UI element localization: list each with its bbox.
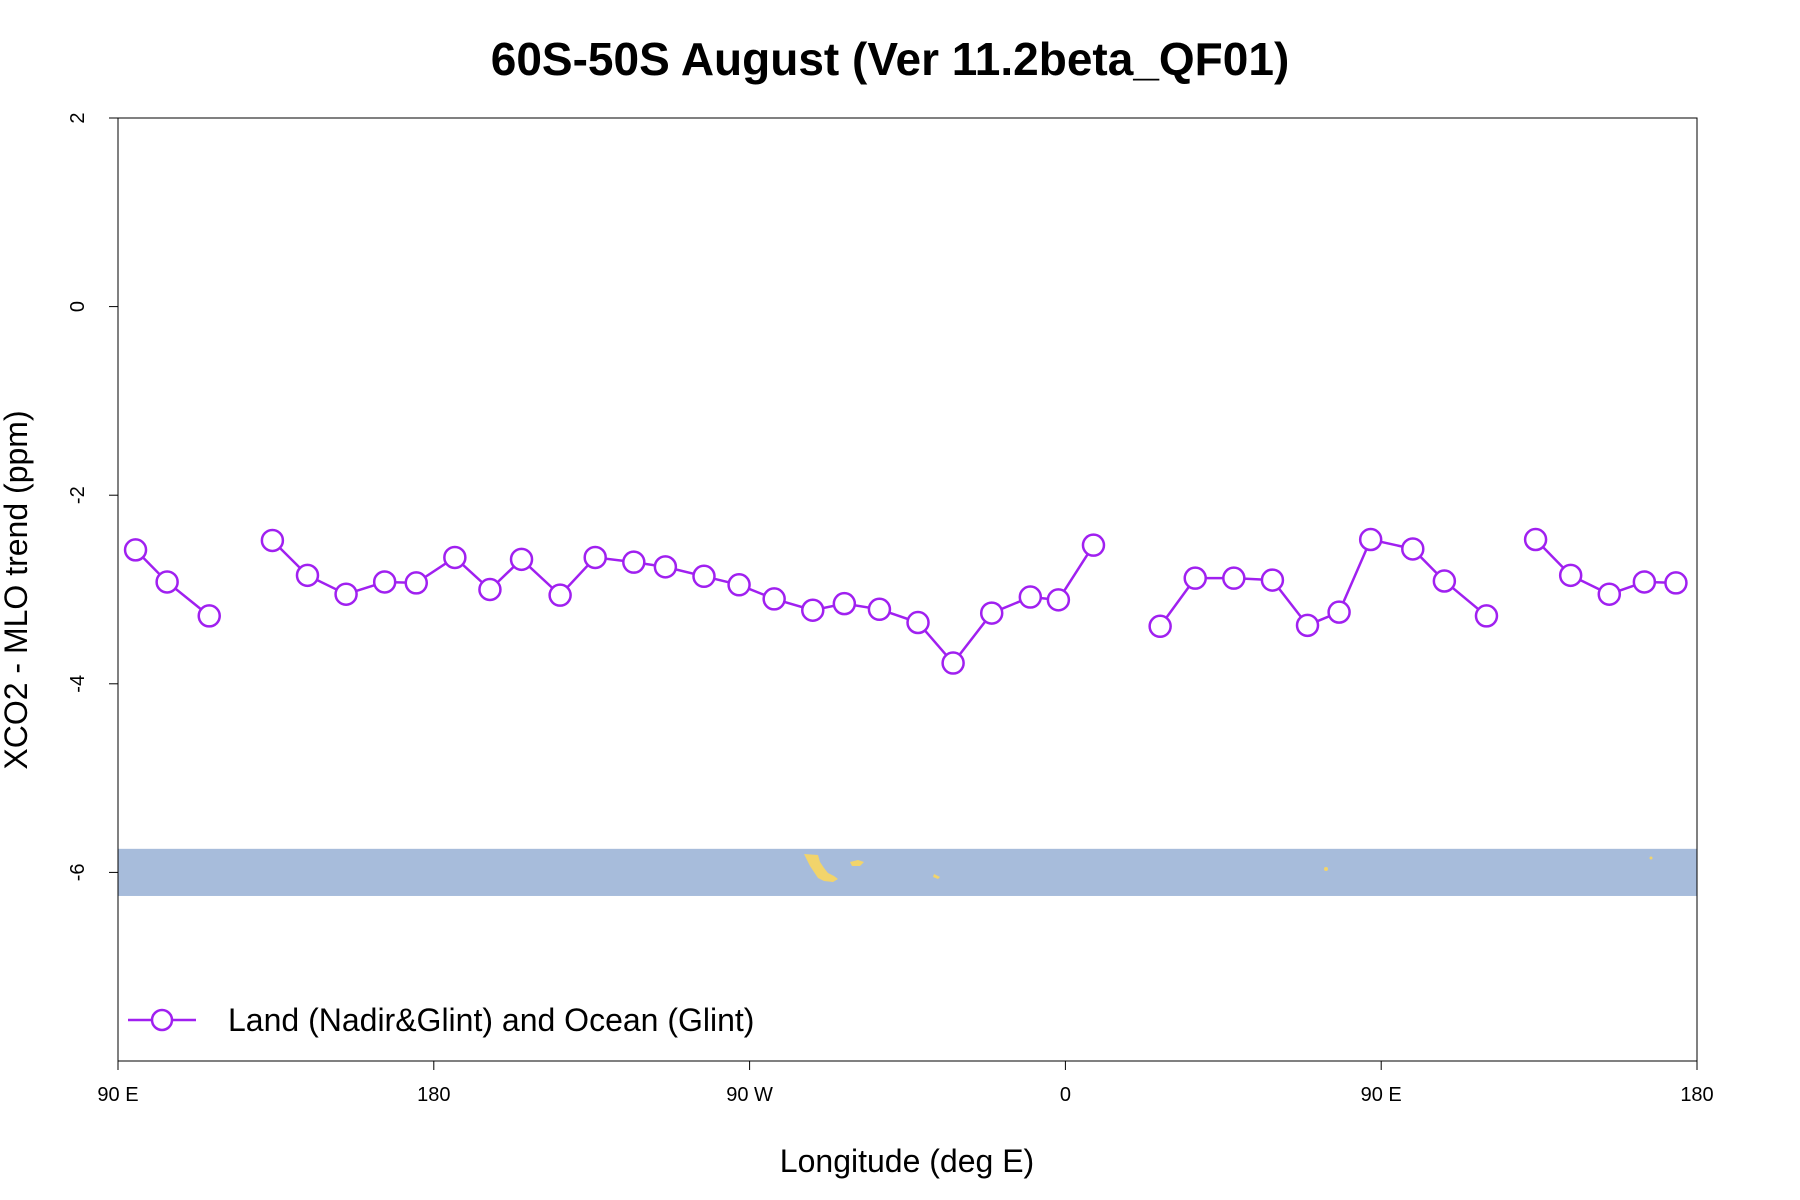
- land-islet: [1324, 867, 1328, 871]
- data-point: [1474, 604, 1499, 628]
- x-tick-label: 180: [417, 1084, 450, 1106]
- data-point: [1018, 585, 1043, 609]
- data-point: [1260, 568, 1285, 592]
- land-islet: [1649, 856, 1653, 860]
- x-tick-label: 180: [1680, 1084, 1713, 1106]
- data-point: [1081, 533, 1106, 557]
- data-point: [1327, 600, 1351, 624]
- data-point: [1222, 566, 1246, 590]
- data-point: [727, 573, 751, 597]
- data-point: [1558, 563, 1583, 588]
- land-south-georgia: [933, 874, 940, 879]
- y-tick-label: -6: [67, 864, 89, 882]
- series-layer: [123, 527, 1688, 675]
- data-point: [334, 582, 358, 606]
- data-point: [583, 545, 607, 570]
- data-point: [653, 555, 678, 579]
- data-point: [404, 571, 429, 595]
- data-point: [1046, 588, 1071, 612]
- data-point: [509, 547, 534, 572]
- series-line-segment: [1159, 538, 1488, 628]
- land-shapes: [804, 854, 1653, 882]
- data-point: [548, 583, 572, 607]
- y-tick-label: -4: [67, 675, 89, 693]
- series-line-segment: [271, 539, 1095, 666]
- data-point: [197, 604, 221, 628]
- data-point: [1358, 527, 1383, 552]
- legend-marker-swatch: [150, 1008, 174, 1032]
- data-point: [1148, 614, 1172, 639]
- data-point: [478, 577, 502, 602]
- data-point: [1432, 569, 1457, 593]
- data-point: [1183, 566, 1207, 590]
- chart-title: 60S-50S August (Ver 11.2beta_QF01): [491, 33, 1290, 85]
- y-tick-label: 0: [67, 301, 89, 312]
- data-point: [123, 538, 148, 562]
- data-point: [622, 550, 646, 574]
- data-point: [1295, 613, 1320, 638]
- data-point: [906, 610, 930, 635]
- data-point: [443, 545, 467, 570]
- legend-label: Land (Nadir&Glint) and Ocean (Glint): [228, 1002, 754, 1038]
- x-tick-label: 0: [1060, 1084, 1071, 1106]
- x-tick-label: 90 E: [1361, 1084, 1402, 1106]
- data-point: [979, 601, 1004, 625]
- data-point: [867, 597, 892, 622]
- data-point: [1523, 527, 1548, 552]
- data-point: [295, 563, 320, 588]
- land-south-america: [804, 854, 838, 882]
- map-band: [118, 848, 1697, 896]
- y-tick-label: -2: [67, 486, 89, 504]
- data-point: [832, 591, 857, 616]
- legend: Land (Nadir&Glint) and Ocean (Glint): [128, 1002, 754, 1038]
- data-point: [941, 651, 965, 675]
- data-point: [1664, 571, 1688, 595]
- y-axis-label: XCO2 - MLO trend (ppm): [0, 410, 34, 769]
- ocean-band: [118, 848, 1697, 896]
- x-tick-label: 90 W: [726, 1084, 773, 1106]
- data-point: [1632, 570, 1657, 594]
- land-falklands: [850, 860, 864, 866]
- data-point: [372, 570, 397, 594]
- data-point: [801, 598, 825, 622]
- data-point: [1401, 537, 1425, 561]
- data-point: [260, 528, 285, 553]
- x-tick-label: 90 E: [97, 1084, 138, 1106]
- x-axis: 90 E 180 90 W 0 90 E 180: [97, 1060, 1714, 1106]
- x-axis-label: Longitude (deg E): [780, 1143, 1034, 1179]
- data-point: [762, 587, 786, 611]
- y-tick-label: 2: [67, 112, 89, 123]
- data-point: [1597, 582, 1622, 606]
- data-point: [155, 570, 179, 594]
- data-point: [692, 564, 716, 589]
- y-axis: 2 0 -2 -4 -6: [67, 112, 119, 882]
